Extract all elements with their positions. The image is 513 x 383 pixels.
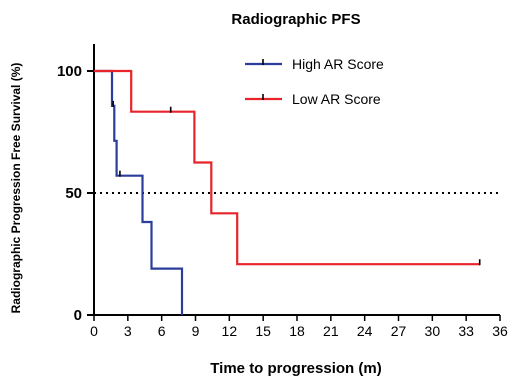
x-tick-label: 15 (255, 323, 271, 339)
x-tick-label: 36 (492, 323, 508, 339)
x-tick-label: 33 (458, 323, 474, 339)
x-tick-label: 6 (158, 323, 166, 339)
x-tick-label: 0 (90, 323, 98, 339)
chart-title: Radiographic PFS (231, 11, 360, 28)
legend-label: High AR Score (292, 56, 384, 72)
x-tick-label: 9 (192, 323, 200, 339)
x-tick-label: 12 (222, 323, 238, 339)
x-tick-label: 27 (391, 323, 407, 339)
x-tick-label: 21 (323, 323, 339, 339)
legend-label: Low AR Score (292, 91, 381, 107)
x-tick-label: 3 (124, 323, 132, 339)
x-tick-label: 18 (289, 323, 305, 339)
x-tick-label: 30 (425, 323, 441, 339)
series-line-high-ar-score (94, 69, 184, 315)
x-axis-label: Time to progression (m) (210, 360, 381, 377)
y-tick-label: 0 (74, 307, 82, 324)
series-line-low-ar-score (94, 69, 480, 266)
y-axis-label: Radiographic Progression Free Survival (… (9, 63, 23, 314)
y-tick-label: 50 (65, 185, 82, 202)
y-tick-label: 100 (57, 63, 82, 80)
x-tick-label: 24 (357, 323, 373, 339)
